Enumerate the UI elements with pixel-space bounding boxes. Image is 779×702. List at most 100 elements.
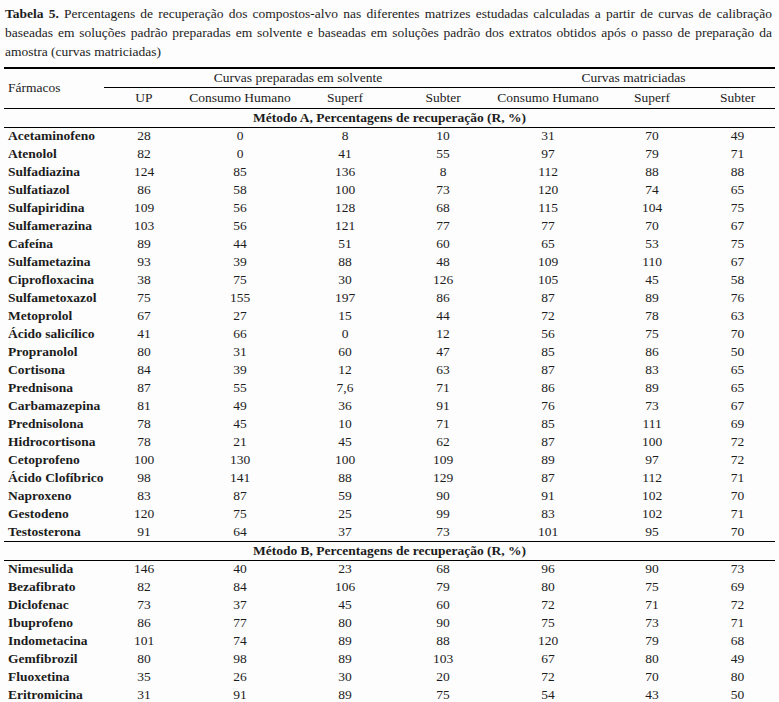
value-consumo-humano-matriciada: 101 bbox=[492, 523, 604, 541]
value-consumo-humano-matriciada: 77 bbox=[492, 217, 604, 235]
value-superf-solvente: 7,6 bbox=[296, 379, 394, 397]
section-header-label: Método B, Percentagens de recuperação (R… bbox=[4, 541, 775, 560]
value-superf-solvente: 30 bbox=[296, 668, 394, 686]
drug-name: Cetoprofeno bbox=[4, 451, 104, 469]
table-row: Carbamazepina 81 49 36 91 76 73 67 bbox=[4, 397, 775, 415]
table-row: Nimesulida 146 40 23 68 96 90 73 bbox=[4, 560, 775, 578]
value-consumo-humano-matriciada: 109 bbox=[492, 253, 604, 271]
value-consumo-humano-matriciada: 87 bbox=[492, 361, 604, 379]
value-consumo-humano-matriciada: 89 bbox=[492, 451, 604, 469]
value-subter-matriciada: 69 bbox=[700, 415, 775, 433]
value-superf-matriciada: 53 bbox=[604, 235, 700, 253]
value-superf-matriciada: 79 bbox=[604, 632, 700, 650]
table-row: Ácido Clofíbrico 98 141 88 129 87 112 71 bbox=[4, 469, 775, 487]
value-superf-matriciada: 102 bbox=[604, 487, 700, 505]
value-superf-solvente: 89 bbox=[296, 632, 394, 650]
value-subter-solvente: 71 bbox=[394, 415, 492, 433]
col-group-solvente: Curvas preparadas em solvente bbox=[104, 68, 492, 88]
value-consumo-humano-solvente: 44 bbox=[184, 235, 296, 253]
table-row: Sulfadiazina 124 85 136 8 112 88 88 bbox=[4, 163, 775, 181]
value-superf-matriciada: 89 bbox=[604, 289, 700, 307]
value-up: 75 bbox=[104, 289, 184, 307]
value-superf-matriciada: 100 bbox=[604, 433, 700, 451]
value-up: 80 bbox=[104, 650, 184, 668]
value-consumo-humano-solvente: 91 bbox=[184, 686, 296, 702]
recovery-table: Fármacos Curvas preparadas em solvente C… bbox=[4, 67, 775, 702]
value-consumo-humano-matriciada: 112 bbox=[492, 163, 604, 181]
value-up: 35 bbox=[104, 668, 184, 686]
value-superf-solvente: 128 bbox=[296, 199, 394, 217]
value-subter-solvente: 75 bbox=[394, 686, 492, 702]
value-up: 82 bbox=[104, 145, 184, 163]
value-subter-matriciada: 72 bbox=[700, 451, 775, 469]
value-superf-solvente: 23 bbox=[296, 560, 394, 578]
value-consumo-humano-matriciada: 80 bbox=[492, 578, 604, 596]
value-consumo-humano-solvente: 130 bbox=[184, 451, 296, 469]
value-superf-solvente: 12 bbox=[296, 361, 394, 379]
value-consumo-humano-solvente: 39 bbox=[184, 253, 296, 271]
table-row: Cetoprofeno 100 130 100 109 89 97 72 bbox=[4, 451, 775, 469]
value-superf-solvente: 36 bbox=[296, 397, 394, 415]
value-superf-solvente: 197 bbox=[296, 289, 394, 307]
value-superf-matriciada: 75 bbox=[604, 578, 700, 596]
value-subter-matriciada: 67 bbox=[700, 217, 775, 235]
value-subter-solvente: 86 bbox=[394, 289, 492, 307]
value-up: 80 bbox=[104, 343, 184, 361]
value-superf-solvente: 45 bbox=[296, 596, 394, 614]
table-row: Cafeína 89 44 51 60 65 53 75 bbox=[4, 235, 775, 253]
value-subter-solvente: 55 bbox=[394, 145, 492, 163]
value-superf-matriciada: 104 bbox=[604, 199, 700, 217]
value-up: 83 bbox=[104, 487, 184, 505]
col-header-superf-solvente: Superf bbox=[296, 87, 394, 108]
value-consumo-humano-matriciada: 87 bbox=[492, 289, 604, 307]
value-consumo-humano-solvente: 26 bbox=[184, 668, 296, 686]
value-subter-matriciada: 58 bbox=[700, 271, 775, 289]
value-subter-solvente: 12 bbox=[394, 325, 492, 343]
value-superf-solvente: 136 bbox=[296, 163, 394, 181]
value-superf-matriciada: 73 bbox=[604, 614, 700, 632]
table-row: Naproxeno 83 87 59 90 91 102 70 bbox=[4, 487, 775, 505]
value-consumo-humano-solvente: 98 bbox=[184, 650, 296, 668]
col-header-subter-solvente: Subter bbox=[394, 87, 492, 108]
value-superf-solvente: 88 bbox=[296, 469, 394, 487]
value-up: 146 bbox=[104, 560, 184, 578]
drug-name: Propranolol bbox=[4, 343, 104, 361]
drug-name: Testosterona bbox=[4, 523, 104, 541]
col-header-subter-matriciada: Subter bbox=[700, 87, 775, 108]
table-row: Gemfibrozil 80 98 89 103 67 80 49 bbox=[4, 650, 775, 668]
value-superf-matriciada: 70 bbox=[604, 668, 700, 686]
table-caption: Tabela 5. Percentagens de recuperação do… bbox=[0, 0, 779, 65]
value-consumo-humano-solvente: 155 bbox=[184, 289, 296, 307]
value-consumo-humano-matriciada: 31 bbox=[492, 127, 604, 145]
value-consumo-humano-matriciada: 76 bbox=[492, 397, 604, 415]
drug-name: Carbamazepina bbox=[4, 397, 104, 415]
table-header: Fármacos Curvas preparadas em solvente C… bbox=[4, 68, 775, 109]
table-row: Sulfametazina 93 39 88 48 109 110 67 bbox=[4, 253, 775, 271]
value-consumo-humano-matriciada: 120 bbox=[492, 632, 604, 650]
value-superf-solvente: 88 bbox=[296, 253, 394, 271]
table-row: Ácido salicílico 41 66 0 12 56 75 70 bbox=[4, 325, 775, 343]
value-superf-solvente: 60 bbox=[296, 343, 394, 361]
value-subter-matriciada: 65 bbox=[700, 181, 775, 199]
value-subter-matriciada: 49 bbox=[700, 650, 775, 668]
value-subter-solvente: 109 bbox=[394, 451, 492, 469]
value-up: 120 bbox=[104, 505, 184, 523]
drug-name: Sulfametazina bbox=[4, 253, 104, 271]
value-subter-solvente: 60 bbox=[394, 235, 492, 253]
table-caption-text: Percentagens de recuperação dos composto… bbox=[5, 6, 772, 59]
value-up: 73 bbox=[104, 596, 184, 614]
drug-name: Ácido salicílico bbox=[4, 325, 104, 343]
drug-name: Sulfatiazol bbox=[4, 181, 104, 199]
value-subter-solvente: 126 bbox=[394, 271, 492, 289]
value-subter-solvente: 62 bbox=[394, 433, 492, 451]
drug-name: Cortisona bbox=[4, 361, 104, 379]
value-up: 38 bbox=[104, 271, 184, 289]
value-subter-matriciada: 75 bbox=[700, 199, 775, 217]
value-up: 67 bbox=[104, 307, 184, 325]
drug-name: Atenolol bbox=[4, 145, 104, 163]
value-consumo-humano-matriciada: 97 bbox=[492, 145, 604, 163]
value-superf-solvente: 0 bbox=[296, 325, 394, 343]
value-consumo-humano-solvente: 0 bbox=[184, 127, 296, 145]
drug-name: Naproxeno bbox=[4, 487, 104, 505]
value-subter-solvente: 91 bbox=[394, 397, 492, 415]
